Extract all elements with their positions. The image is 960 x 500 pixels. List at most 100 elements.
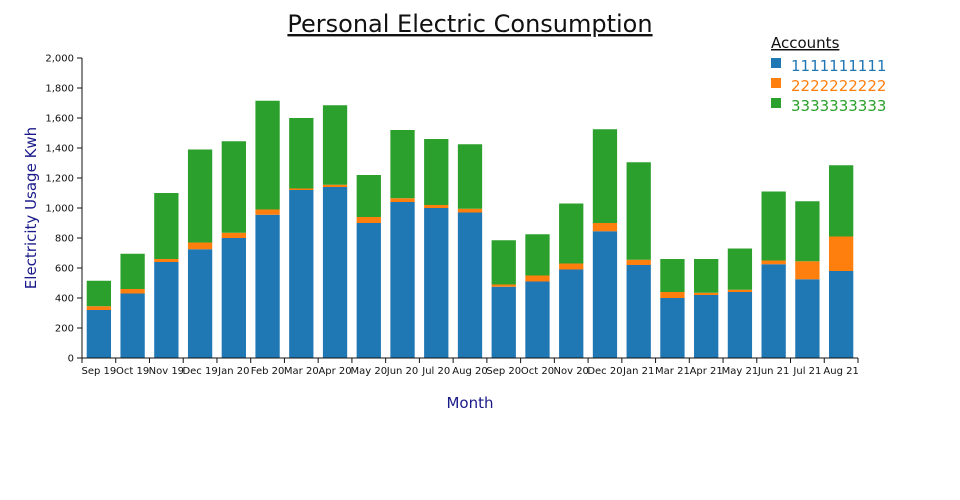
bars-layer	[86, 100, 854, 358]
bar-1-3	[154, 262, 179, 358]
bar-2-17	[626, 259, 651, 265]
bar-1-21	[761, 264, 786, 358]
bar-1-11	[424, 208, 449, 358]
bar-2-5	[221, 232, 246, 238]
legend-swatch-3	[771, 98, 781, 108]
y-tick-label: 800	[55, 234, 74, 245]
x-tick-label: Jun 20	[386, 366, 419, 377]
bar-2-20	[727, 289, 753, 292]
bar-2-9	[356, 217, 381, 223]
bar-3-11	[424, 139, 449, 205]
x-tick-label: Oct 19	[116, 366, 149, 377]
bar-1-2	[120, 293, 145, 358]
bar-3-4	[187, 149, 213, 243]
legend: Accounts 1111111111 2222222222 3333333333	[771, 34, 886, 115]
bar-2-1	[86, 306, 112, 310]
bar-3-12	[457, 144, 483, 209]
bar-2-23	[828, 236, 854, 271]
bar-2-7	[289, 188, 314, 190]
x-tick-label: Jul 21	[792, 366, 821, 377]
x-tick-label: Dec 19	[182, 366, 217, 377]
bar-3-3	[154, 193, 179, 259]
y-tick-label: 1,200	[45, 174, 74, 185]
bar-3-22	[795, 201, 820, 262]
bar-1-1	[86, 310, 112, 358]
bar-2-10	[390, 198, 415, 202]
bar-3-15	[559, 203, 584, 264]
y-tick-label: 400	[55, 294, 74, 305]
bar-1-23	[828, 271, 854, 358]
bar-2-13	[491, 284, 516, 287]
bar-3-19	[694, 259, 719, 293]
x-tick-label: Mar 20	[284, 366, 319, 377]
bar-2-15	[559, 263, 584, 270]
y-tick-label: 1,800	[45, 84, 74, 95]
bar-1-13	[491, 286, 516, 358]
x-tick-label: May 20	[350, 366, 387, 377]
x-tick-label: Aug 20	[452, 366, 487, 377]
x-tick-label: Feb 20	[251, 366, 285, 377]
x-tick-label: Jan 20	[217, 366, 249, 377]
bar-1-6	[255, 214, 280, 358]
bar-3-18	[660, 259, 685, 292]
bar-3-13	[491, 240, 516, 285]
x-tick-label: May 21	[722, 366, 759, 377]
y-tick-label: 1,000	[45, 204, 74, 215]
bar-2-16	[592, 223, 618, 232]
bar-1-16	[592, 231, 618, 358]
bar-1-18	[660, 298, 685, 358]
bar-1-15	[559, 269, 584, 358]
bar-1-5	[221, 238, 246, 358]
bar-2-12	[457, 208, 483, 213]
bar-1-9	[356, 223, 381, 358]
bar-3-10	[390, 130, 415, 199]
bar-3-1	[86, 280, 112, 307]
bar-1-19	[694, 295, 719, 358]
bar-2-11	[424, 205, 449, 208]
bar-3-14	[525, 234, 550, 276]
x-tick-label: Aug 21	[823, 366, 858, 377]
x-tick-label: Apr 21	[690, 366, 723, 377]
bar-3-21	[761, 191, 786, 261]
bar-2-22	[795, 261, 820, 280]
bar-1-7	[289, 190, 314, 358]
bar-1-17	[626, 265, 651, 358]
y-tick-label: 1,400	[45, 144, 74, 155]
bar-3-23	[828, 165, 854, 237]
chart-title: Personal Electric Consumption	[287, 10, 652, 38]
bar-1-22	[795, 279, 820, 358]
bar-1-20	[727, 292, 753, 358]
x-tick-label: Jun 21	[757, 366, 790, 377]
legend-swatch-1	[771, 58, 781, 68]
bar-3-6	[255, 100, 280, 210]
y-tick-label: 200	[55, 324, 74, 335]
bar-3-17	[626, 162, 651, 260]
legend-label-3: 3333333333	[791, 97, 886, 115]
x-tick-label: Apr 20	[318, 366, 351, 377]
bar-3-9	[356, 175, 381, 217]
bar-2-3	[154, 259, 179, 262]
y-tick-label: 0	[68, 354, 74, 365]
legend-title: Accounts	[771, 34, 840, 52]
bar-1-12	[457, 212, 483, 358]
bar-1-10	[390, 202, 415, 358]
x-tick-label: Oct 20	[521, 366, 554, 377]
x-tick-label: Jan 21	[622, 366, 654, 377]
x-tick-label: Mar 21	[655, 366, 690, 377]
x-tick-label: Nov 19	[149, 366, 184, 377]
legend-swatch-2	[771, 78, 781, 88]
x-tick-label: Dec 20	[587, 366, 622, 377]
bar-3-2	[120, 253, 145, 289]
y-tick-label: 2,000	[45, 54, 74, 65]
y-tick-label: 600	[55, 264, 74, 275]
bar-3-5	[221, 141, 246, 233]
bar-1-14	[525, 281, 550, 358]
axes-layer: 0 200 400 600 800 1,000 1,200 1,400 1,600 1,800 2,…	[45, 54, 858, 378]
bar-2-18	[660, 292, 685, 298]
bar-3-7	[289, 118, 314, 189]
x-tick-label: Sep 20	[486, 366, 521, 377]
bar-2-21	[761, 260, 786, 265]
bar-2-2	[120, 289, 145, 294]
